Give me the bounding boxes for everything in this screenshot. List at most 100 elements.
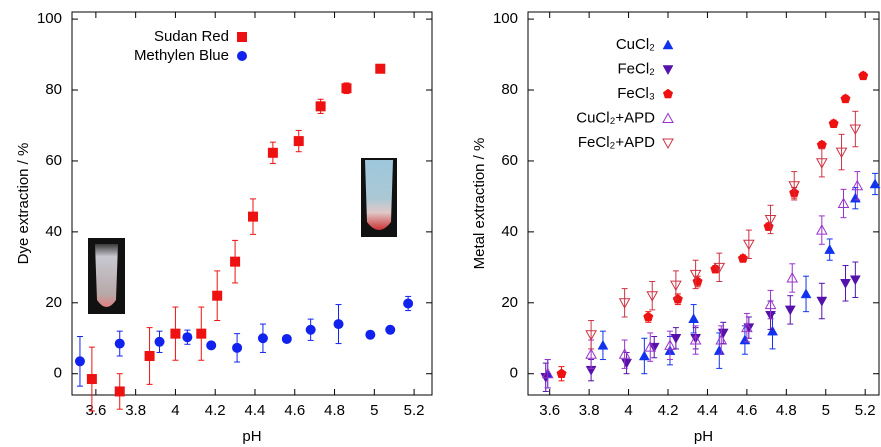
- marker: [713, 345, 725, 355]
- marker: [743, 323, 755, 334]
- x-tick-label: 4: [624, 402, 632, 419]
- plot-frame: [527, 11, 880, 396]
- marker: [741, 321, 753, 333]
- legend-label: Methylen Blue: [134, 47, 229, 64]
- x-tick-label: 4.2: [658, 402, 679, 419]
- marker: [597, 339, 609, 350]
- x-tick-label: 4.2: [205, 402, 226, 419]
- x-tick-label: 4.8: [324, 402, 345, 419]
- y-tick-label: 40: [501, 223, 518, 240]
- marker: [333, 319, 344, 330]
- marker: [784, 305, 796, 316]
- marker: [257, 333, 268, 344]
- y-tick-label: 80: [45, 81, 62, 98]
- marker: [644, 341, 657, 352]
- marker: [689, 334, 702, 345]
- x-tick-label: 3.8: [125, 402, 146, 419]
- marker: [114, 386, 125, 397]
- y-axis-label: Dye extraction / %: [15, 143, 32, 265]
- marker: [824, 244, 836, 254]
- marker: [828, 118, 839, 129]
- marker: [840, 279, 851, 289]
- marker: [315, 101, 326, 112]
- marker: [638, 350, 650, 361]
- marker: [849, 192, 861, 203]
- y-axis-label: Metal extraction / %: [471, 138, 488, 270]
- x-axis-label: pH: [242, 428, 261, 445]
- marker: [541, 367, 554, 379]
- marker: [621, 358, 633, 369]
- marker: [341, 83, 352, 94]
- marker: [664, 339, 676, 350]
- y-tick-label: 40: [45, 223, 62, 240]
- tube: [95, 244, 118, 307]
- y-tick-label: 60: [501, 152, 518, 169]
- tube: [365, 160, 393, 230]
- legend-label: CuCl₂+APD: [576, 109, 655, 126]
- legend-label: FeCl₂+APD: [578, 134, 655, 151]
- marker: [375, 63, 386, 74]
- marker: [585, 348, 597, 359]
- marker: [618, 348, 631, 359]
- marker: [670, 334, 682, 344]
- marker: [385, 324, 396, 335]
- y-tick-label: 0: [510, 365, 518, 382]
- legend-marker: [237, 51, 247, 61]
- marker: [717, 328, 729, 339]
- legend-marker: [662, 65, 674, 76]
- x-tick-label: 5: [370, 402, 378, 419]
- x-tick-label: 4.4: [697, 402, 718, 419]
- marker: [232, 342, 243, 353]
- marker: [154, 336, 165, 347]
- marker: [835, 147, 848, 159]
- x-tick-label: 4.4: [245, 402, 266, 419]
- marker: [267, 147, 278, 158]
- marker: [144, 350, 155, 361]
- y-tick-label: 80: [501, 81, 518, 98]
- marker: [764, 298, 777, 310]
- x-tick-label: 4.6: [284, 402, 305, 419]
- marker: [230, 256, 241, 267]
- marker: [849, 275, 861, 286]
- y-tick-label: 20: [501, 294, 518, 311]
- marker: [403, 298, 414, 309]
- marker: [182, 332, 193, 343]
- marker: [816, 139, 827, 150]
- marker: [858, 70, 869, 81]
- x-tick-label: 4.8: [776, 402, 797, 419]
- marker: [643, 311, 654, 322]
- plot-frame: [71, 11, 433, 396]
- marker: [281, 333, 292, 344]
- marker: [74, 356, 85, 367]
- marker: [170, 328, 181, 339]
- x-tick-label: 5: [822, 402, 830, 419]
- marker: [851, 179, 864, 191]
- marker: [800, 288, 812, 299]
- marker: [767, 325, 778, 336]
- marker: [688, 313, 700, 324]
- legend-label: Sudan Red: [154, 28, 229, 45]
- marker: [206, 340, 217, 351]
- marker: [670, 280, 682, 292]
- marker: [837, 197, 850, 208]
- marker: [713, 262, 726, 274]
- marker: [815, 158, 828, 169]
- x-tick-label: 5.2: [404, 402, 425, 419]
- legend-label: FeCl₂: [618, 60, 656, 77]
- marker: [305, 324, 316, 335]
- marker: [840, 93, 851, 104]
- legend-marker: [662, 39, 674, 50]
- y-tick-label: 20: [45, 294, 62, 311]
- marker: [786, 271, 799, 283]
- marker: [849, 124, 862, 136]
- legend-label: CuCl₂: [616, 36, 655, 53]
- marker: [556, 368, 567, 379]
- y-tick-label: 100: [493, 10, 518, 27]
- legend-marker: [662, 138, 674, 150]
- marker: [293, 136, 304, 147]
- legend-label: FeCl₃: [617, 85, 655, 102]
- x-axis-label: pH: [694, 428, 713, 445]
- marker: [618, 298, 631, 309]
- marker: [86, 374, 97, 385]
